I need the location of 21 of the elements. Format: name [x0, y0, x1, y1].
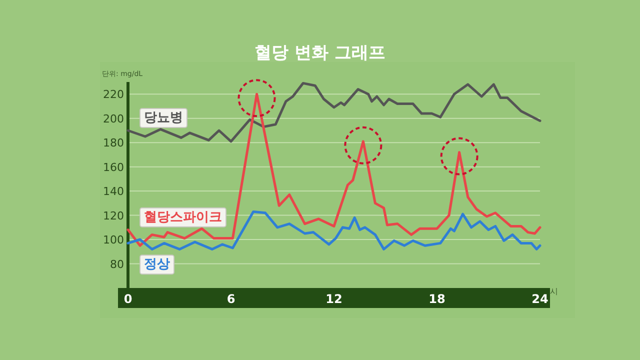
- y-tick-label: 100: [103, 234, 124, 247]
- y-tick-label: 80: [110, 258, 124, 271]
- series-label: 정상: [144, 257, 170, 272]
- y-tick-label: 160: [103, 160, 124, 174]
- line-series: [126, 210, 542, 250]
- x-tick-label: 12: [326, 292, 342, 306]
- x-tick-label: 6: [226, 292, 236, 306]
- x-axis-title: 시: [550, 287, 558, 296]
- chart-title: 혈당 변화 그래프: [254, 43, 386, 63]
- line-series: [126, 92, 542, 247]
- line-series: [126, 82, 542, 143]
- y-tick-label: 140: [103, 185, 124, 198]
- y-tick-label: 180: [103, 136, 124, 150]
- x-tick-label: 18: [428, 292, 446, 306]
- series-label: 당뇨병: [144, 110, 183, 126]
- y-tick-label: 120: [103, 209, 124, 222]
- y-tick-label: 200: [103, 112, 124, 126]
- series-label: 혈당스파이크: [144, 210, 222, 225]
- x-tick-label: 24: [532, 292, 548, 306]
- x-tick-label: 0: [124, 292, 132, 306]
- y-tick-label: 220: [103, 88, 124, 102]
